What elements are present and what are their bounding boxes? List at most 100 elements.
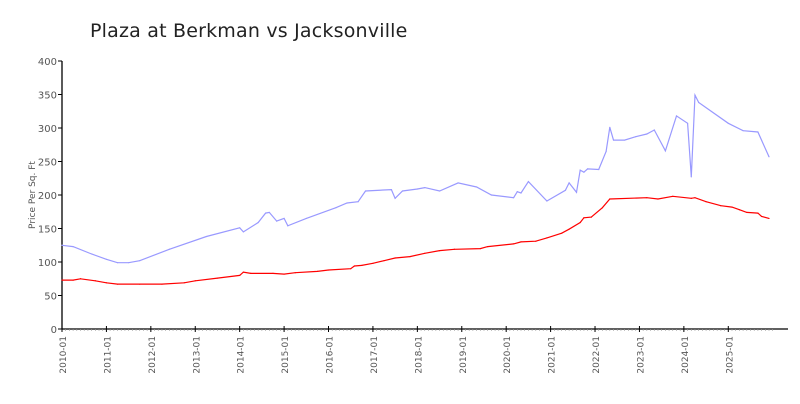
data-point (527, 181, 529, 183)
data-point (512, 243, 515, 245)
data-point (561, 232, 563, 234)
data-point (583, 217, 585, 219)
data-point (79, 278, 82, 280)
data-point (487, 245, 489, 248)
data-point (720, 205, 722, 207)
data-point (479, 248, 481, 250)
data-point (294, 272, 296, 274)
data-point (116, 283, 119, 285)
data-point (424, 252, 426, 254)
x-tick-label: 2016-01 (326, 336, 336, 374)
x-tick-label: 2018-01 (414, 336, 424, 374)
x-tick-label: 2022-01 (592, 336, 602, 374)
y-tick-label: 0 (51, 325, 57, 336)
x-tick-label: 2019-01 (459, 336, 469, 374)
data-point (61, 279, 63, 281)
data-point (183, 282, 185, 284)
data-point (624, 139, 626, 141)
y-tick-label: 150 (38, 225, 57, 236)
data-point (327, 269, 330, 271)
x-tick-label: 2024-01 (681, 336, 691, 374)
data-point (161, 283, 163, 285)
data-point (768, 156, 770, 158)
data-point (575, 191, 578, 193)
data-point (601, 207, 604, 209)
data-point (272, 272, 274, 274)
x-tick-label: 2010-01 (59, 336, 69, 374)
data-point (305, 217, 307, 220)
data-point (287, 225, 289, 227)
x-tick-label: 2020-01 (503, 336, 513, 374)
series-line-2 (62, 195, 770, 285)
data-point (139, 260, 141, 262)
data-point (698, 101, 700, 104)
data-point (457, 182, 459, 184)
data-point (583, 171, 585, 173)
data-point (516, 191, 518, 193)
data-point (535, 240, 537, 242)
data-point (257, 221, 259, 224)
data-point (564, 189, 567, 191)
data-point (579, 169, 581, 171)
data-point (705, 201, 707, 203)
x-tick-label: 2015-01 (281, 336, 291, 374)
data-point (587, 168, 589, 170)
data-point (568, 182, 570, 184)
data-point (383, 260, 385, 262)
data-point (94, 280, 96, 282)
data-point (72, 279, 74, 281)
data-point (264, 212, 267, 214)
data-point (239, 227, 241, 229)
data-point (727, 122, 729, 124)
data-point (205, 235, 207, 238)
data-point (731, 206, 733, 208)
data-point (409, 256, 411, 258)
x-tick-label: 2017-01 (370, 336, 380, 374)
data-point (239, 274, 241, 276)
data-point (276, 220, 278, 222)
data-point (316, 270, 319, 272)
data-point (361, 264, 363, 266)
data-point (675, 115, 678, 117)
data-point (438, 190, 441, 192)
data-point (653, 129, 655, 131)
data-point (690, 176, 692, 178)
data-point (490, 194, 492, 196)
y-axis-label: Price Per Sq. Ft (28, 161, 38, 229)
data-point (694, 197, 696, 199)
data-point (353, 265, 356, 267)
data-point (512, 197, 515, 199)
y-tick-label: 200 (38, 191, 57, 202)
data-point (546, 237, 548, 239)
y-tick-label: 400 (38, 57, 57, 68)
data-point (283, 217, 285, 220)
x-tick-label: 2025-01 (725, 336, 735, 374)
data-point (61, 244, 63, 246)
chart-title: Plaza at Berkman vs Jacksonville (90, 20, 408, 42)
data-point (598, 168, 600, 171)
data-point (128, 262, 130, 264)
data-point (768, 217, 770, 220)
data-point (686, 122, 689, 124)
x-tick-label: 2023-01 (636, 336, 646, 374)
data-point (168, 248, 170, 250)
data-point (609, 126, 611, 128)
data-point (646, 197, 648, 199)
data-point (672, 195, 674, 197)
data-point (390, 189, 393, 191)
data-point (401, 190, 404, 192)
data-point (139, 283, 141, 285)
data-point (283, 273, 285, 275)
data-point (72, 245, 74, 248)
data-point (453, 248, 455, 250)
y-tick-label: 50 (44, 292, 57, 303)
data-point (690, 197, 692, 199)
x-tick-label: 2021-01 (548, 336, 558, 374)
data-point (475, 186, 478, 188)
data-point (742, 130, 744, 132)
y-tick-label: 300 (38, 124, 57, 135)
data-point (546, 200, 548, 202)
data-point (609, 198, 611, 200)
data-point (105, 282, 108, 284)
x-tick-label: 2012-01 (148, 336, 158, 374)
